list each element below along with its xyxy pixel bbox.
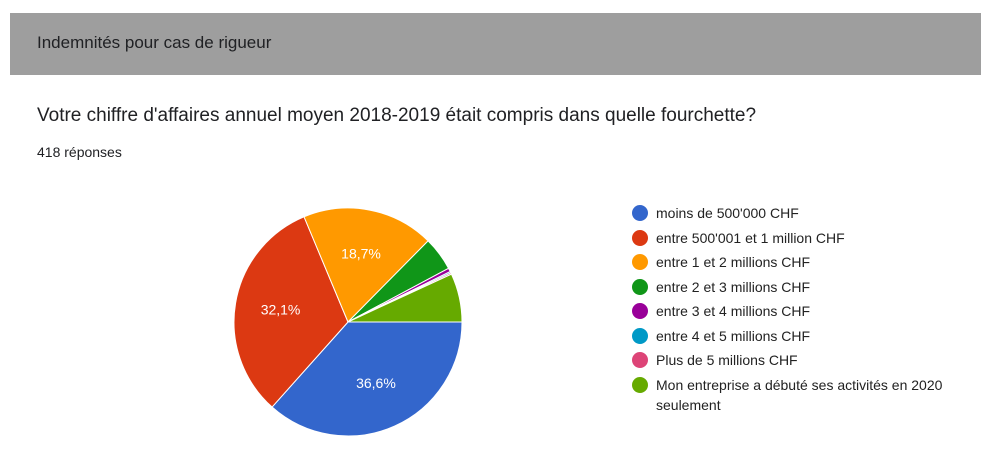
legend-item: moins de 500'000 CHF — [632, 203, 952, 223]
legend-label: Plus de 5 millions CHF — [656, 352, 798, 368]
legend-item: entre 3 et 4 millions CHF — [632, 301, 952, 321]
header-bar: Indemnités pour cas de rigueur — [10, 13, 981, 75]
slice-label: 32,1% — [261, 301, 301, 317]
chart-subtitle: 418 réponses — [37, 144, 122, 160]
legend-item: entre 4 et 5 millions CHF — [632, 326, 952, 346]
slice-label: 36,6% — [356, 375, 396, 391]
legend-label: entre 4 et 5 millions CHF — [656, 327, 811, 344]
legend-label: moins de 500'000 CHF — [656, 205, 799, 221]
legend-swatch — [632, 205, 648, 221]
legend-label: entre 3 et 4 millions CHF — [656, 303, 811, 319]
legend-label: entre 500'001 et 1 million CHF — [656, 229, 845, 246]
legend-swatch — [632, 254, 648, 270]
legend-item: entre 2 et 3 millions CHF — [632, 277, 952, 297]
legend-item: Mon entreprise a débuté ses activités en… — [632, 375, 952, 415]
pie-slice — [347, 273, 463, 323]
pie-slice — [303, 207, 429, 323]
legend-swatch — [632, 352, 648, 368]
legend-swatch — [632, 303, 648, 319]
slice-label: 18,7% — [341, 246, 381, 262]
chart-title: Votre chiffre d'affaires annuel moyen 20… — [37, 105, 757, 126]
legend-swatch — [632, 376, 648, 393]
legend-swatch — [632, 229, 648, 246]
legend-item: entre 1 et 2 millions CHF — [632, 252, 952, 272]
pie-slice — [233, 216, 349, 408]
legend-label: entre 2 et 3 millions CHF — [656, 278, 811, 295]
header-title: Indemnités pour cas de rigueur — [37, 33, 272, 52]
pie-slice — [271, 321, 463, 437]
legend-label: Mon entreprise a débuté ses activités en… — [656, 376, 943, 413]
legend-label: entre 1 et 2 millions CHF — [656, 254, 811, 270]
legend-item: Plus de 5 millions CHF — [632, 350, 952, 370]
legend-item: entre 500'001 et 1 million CHF — [632, 228, 952, 248]
legend-swatch — [632, 327, 648, 344]
legend-swatch — [632, 278, 648, 295]
